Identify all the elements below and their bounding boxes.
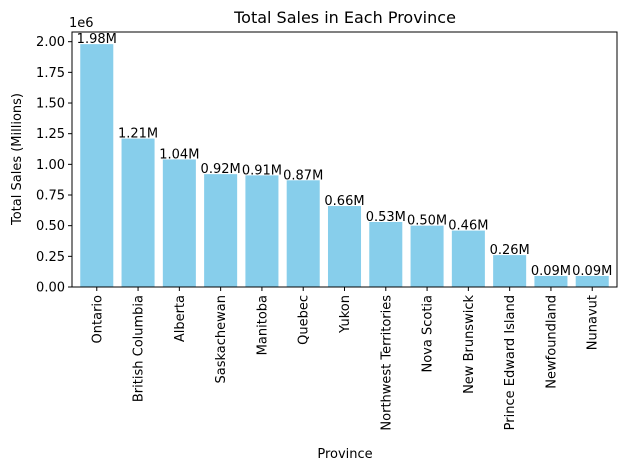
x-tick-label: Manitoba — [255, 295, 270, 355]
bar — [162, 159, 196, 287]
y-axis-label: Total Sales (Millions) — [10, 93, 25, 226]
x-tick-label: Saskachewan — [214, 295, 229, 383]
bars-group — [80, 44, 609, 288]
y-tick-label: 2.00 — [36, 35, 65, 50]
x-tick-label: Nunavut — [586, 295, 601, 350]
bar — [534, 275, 568, 287]
y-tick-label: 1.00 — [36, 158, 65, 173]
bar-value-label: 0.50M — [407, 214, 447, 229]
bar — [327, 206, 362, 287]
x-tick-label: British Columbia — [132, 295, 147, 402]
bar — [245, 175, 279, 287]
bar-value-label: 1.21M — [118, 127, 158, 142]
y-tick-label: 1.50 — [36, 97, 65, 112]
bar-value-label: 0.87M — [283, 168, 323, 183]
x-tick-label: Newfoundland — [544, 295, 559, 389]
bar — [493, 255, 527, 287]
y-tick-label: 0.25 — [36, 250, 65, 265]
bar-value-label: 0.26M — [490, 243, 530, 258]
x-tick-label: Alberta — [173, 295, 188, 342]
bar-value-label: 1.98M — [77, 32, 117, 47]
bar-value-label: 0.09M — [531, 264, 571, 279]
x-tick-label: Nova Scotia — [421, 295, 436, 373]
bar-value-label: 0.91M — [242, 163, 282, 178]
y-tick-label: 1.25 — [36, 127, 65, 142]
y-tick-label: 1.75 — [36, 66, 65, 81]
bar — [451, 230, 485, 287]
y-tick-label: 0.50 — [36, 219, 65, 234]
bar-value-label: 1.04M — [159, 147, 199, 162]
bar-value-label: 0.09M — [572, 264, 612, 279]
bar — [369, 221, 403, 287]
y-axis-ticks: 0.00 0.25 0.50 0.75 1.00 1.25 1.50 1.75 2.00 — [36, 35, 72, 296]
y-tick-label: 0.75 — [36, 189, 65, 204]
bar — [80, 44, 114, 288]
bar — [575, 275, 609, 287]
x-axis-label: Province — [317, 447, 372, 462]
x-tick-label: Northwest Territories — [379, 295, 394, 431]
plot-frame — [71, 31, 618, 288]
y-offset-label: 1e6 — [69, 16, 94, 31]
bar — [286, 180, 320, 287]
x-tick-label: Prince Edward Island — [503, 295, 518, 430]
bar — [121, 138, 155, 287]
bar-value-label: 0.46M — [448, 219, 488, 234]
x-tick-label: Quebec — [297, 295, 312, 345]
x-axis-ticks: Ontario British Columbia Alberta Saskachewa… — [90, 287, 601, 431]
bar-value-label: 0.66M — [324, 194, 364, 209]
bar — [410, 225, 444, 287]
x-tick-label: Ontario — [90, 295, 105, 343]
bar — [204, 174, 238, 287]
y-tick-label: 0.00 — [36, 281, 65, 296]
chart-title: Total Sales in Each Province — [233, 8, 456, 27]
bar-value-label: 0.92M — [201, 162, 241, 177]
bar-value-label: 0.53M — [366, 210, 406, 225]
x-tick-label: Yukon — [338, 295, 353, 334]
x-tick-label: New Brunswick — [462, 295, 477, 394]
